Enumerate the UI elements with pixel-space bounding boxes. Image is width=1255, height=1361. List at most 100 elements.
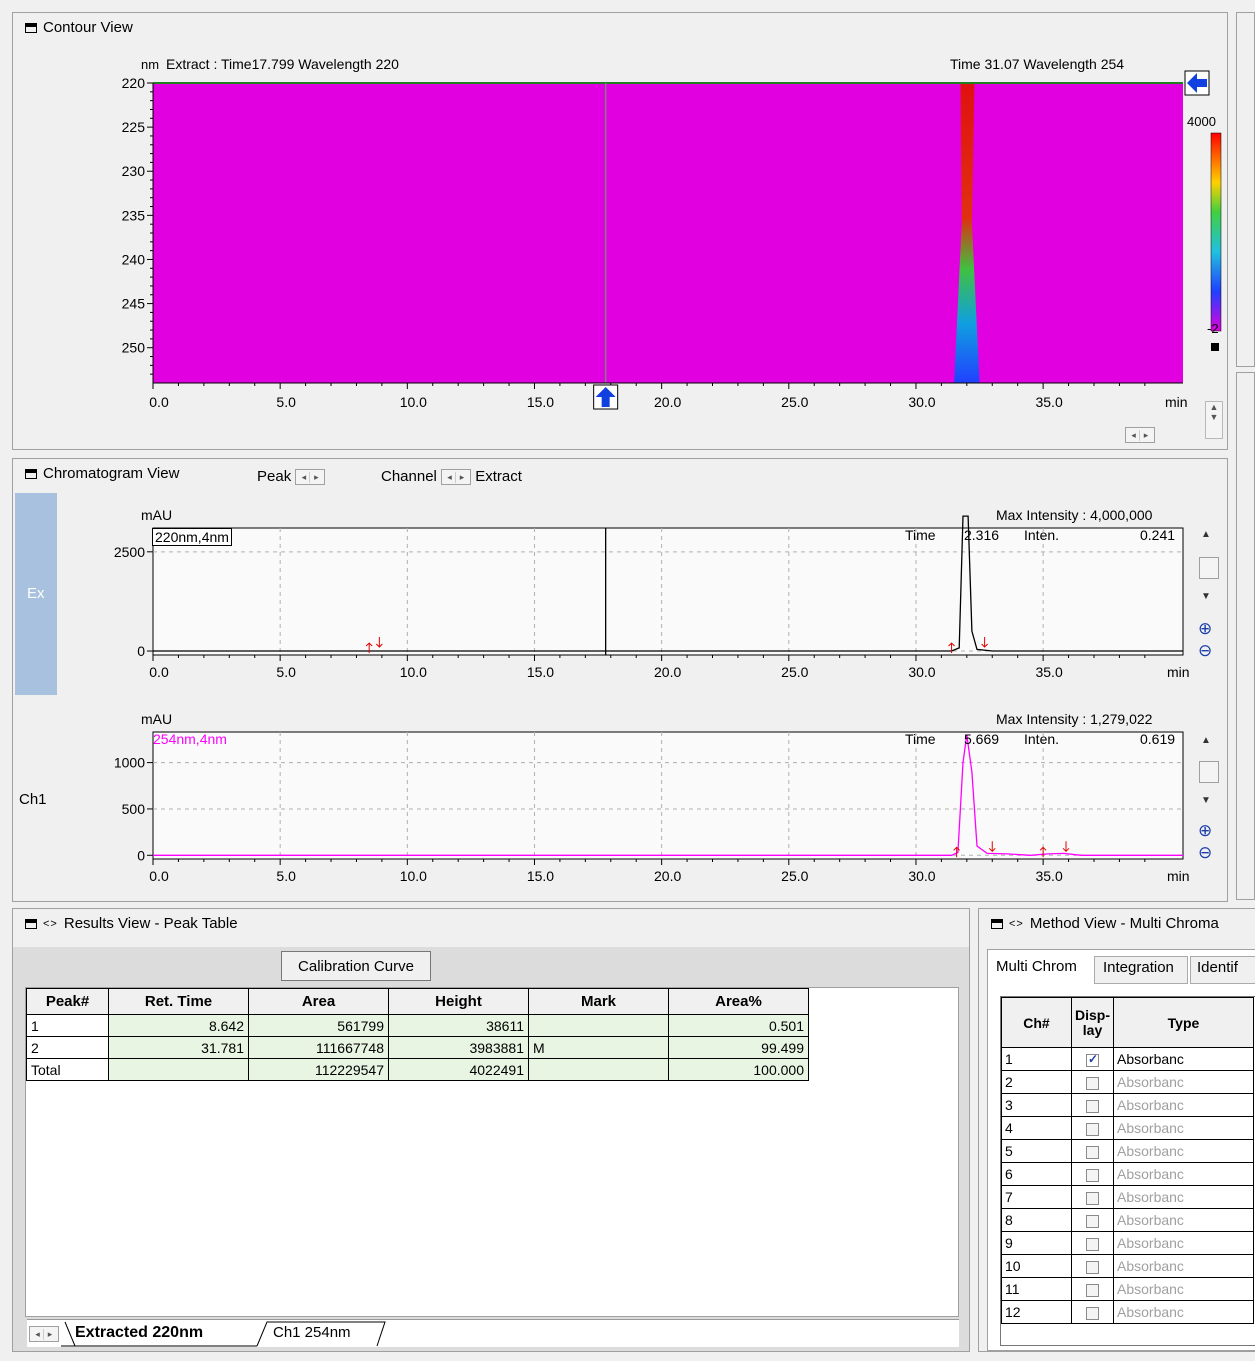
display-cell	[1071, 1047, 1114, 1071]
ch-cell: 8	[1001, 1208, 1072, 1232]
peak-cell	[108, 1058, 249, 1081]
display-checkbox[interactable]	[1086, 1214, 1099, 1228]
display-checkbox[interactable]	[1086, 1052, 1099, 1067]
window-icon[interactable]	[25, 22, 37, 33]
plot1-scroll-thumb[interactable]	[1199, 557, 1219, 579]
peak-spinner[interactable]: ◂ ▸	[295, 469, 326, 486]
calibration-curve-button[interactable]: Calibration Curve	[281, 951, 431, 981]
contour-view-panel: Contour View nm Extract : Time17.799 Wav…	[12, 12, 1228, 450]
display-cell	[1071, 1277, 1114, 1301]
tab-ch1-254nm[interactable]: Ch1 254nm	[273, 1324, 351, 1341]
display-checkbox[interactable]	[1086, 1260, 1099, 1274]
display-checkbox[interactable]	[1086, 1191, 1099, 1205]
nm-unit-label: nm	[141, 57, 160, 72]
tab-identif[interactable]: Identif	[1190, 956, 1255, 984]
tab-multi-chrom[interactable]: Multi Chrom	[996, 958, 1077, 975]
display-checkbox[interactable]	[1086, 1237, 1099, 1251]
display-checkbox[interactable]	[1086, 1283, 1099, 1297]
peak-col-header[interactable]: Area%	[668, 988, 809, 1015]
display-cell	[1071, 1093, 1114, 1117]
plot2-scroll-up[interactable]: ▲	[1201, 735, 1211, 746]
window-icon[interactable]	[991, 918, 1003, 929]
contour-field	[153, 83, 1183, 383]
channel-spinner[interactable]: ◂ ▸	[441, 469, 472, 486]
plot2-scroll-thumb[interactable]	[1199, 761, 1219, 783]
table-row[interactable]: 11 Absorbanc	[1001, 1277, 1254, 1301]
display-checkbox[interactable]	[1086, 1168, 1099, 1182]
table-row[interactable]: 10 Absorbanc	[1001, 1254, 1254, 1278]
table-row[interactable]: 2 Absorbanc	[1001, 1070, 1254, 1094]
expand-arrows-icon[interactable]: <>	[1009, 917, 1024, 930]
display-checkbox[interactable]	[1086, 1122, 1099, 1136]
plot1-x-tick-label: 35.0	[1035, 664, 1062, 680]
table-row[interactable]: 9 Absorbanc	[1001, 1231, 1254, 1255]
peak-col-header[interactable]: Ret. Time	[108, 988, 249, 1015]
plot1-scroll-up[interactable]: ▲	[1201, 529, 1211, 540]
col-ch[interactable]: Ch#	[1001, 997, 1072, 1048]
table-row[interactable]: Total 112229547 4022491 100.000	[26, 1058, 809, 1081]
ch-cell: 11	[1001, 1277, 1072, 1301]
peak-cell: Total	[26, 1058, 109, 1081]
table-row[interactable]: 7 Absorbanc	[1001, 1185, 1254, 1209]
plot1-zoom-out-icon[interactable]: ⊖	[1198, 641, 1213, 660]
peak-cell	[528, 1014, 669, 1037]
table-row[interactable]: 6 Absorbanc	[1001, 1162, 1254, 1186]
results-view-header: <> Results View - Peak Table	[25, 915, 238, 932]
extract-channel-selector[interactable]: Ex	[15, 493, 57, 695]
peak-cell: 0.501	[668, 1014, 809, 1037]
plot2-peak-end-marker	[1062, 841, 1070, 852]
tab-extracted-220nm[interactable]: Extracted 220nm	[75, 1324, 204, 1341]
tab-integration[interactable]: Integration	[1094, 956, 1188, 984]
expand-arrows-icon[interactable]: <>	[43, 917, 58, 930]
plot2-scroll-down[interactable]: ▼	[1201, 795, 1211, 806]
peak-col-header[interactable]: Mark	[528, 988, 669, 1015]
method-body: Multi Chrom Integration Identif Ch# Disp…	[987, 949, 1255, 1351]
display-checkbox[interactable]	[1086, 1145, 1099, 1159]
type-cell: Absorbanc	[1113, 1139, 1254, 1163]
col-display[interactable]: Disp- lay	[1071, 997, 1114, 1048]
table-row[interactable]: 1 8.642 561799 38611 0.501	[26, 1014, 809, 1037]
peak-cell: 111667748	[248, 1036, 389, 1059]
plot1-peak-end-marker	[981, 637, 988, 648]
ch1-label: Ch1	[19, 791, 47, 808]
peak-col-header[interactable]: Peak#	[26, 988, 109, 1015]
plot1-zoom-in-icon[interactable]: ⊕	[1198, 619, 1213, 638]
table-row[interactable]: 12 Absorbanc	[1001, 1300, 1254, 1324]
ch-cell: 1	[1001, 1047, 1072, 1071]
display-checkbox[interactable]	[1086, 1099, 1099, 1113]
peak-col-header[interactable]: Height	[388, 988, 529, 1015]
plot2-zoom-in-icon[interactable]: ⊕	[1198, 821, 1213, 840]
contour-y-tick-label: 245	[122, 296, 146, 312]
table-row[interactable]: 4 Absorbanc	[1001, 1116, 1254, 1140]
peak-col-header[interactable]: Area	[248, 988, 389, 1015]
display-checkbox[interactable]	[1086, 1306, 1099, 1320]
display-checkbox[interactable]	[1086, 1076, 1099, 1090]
window-icon[interactable]	[25, 918, 37, 929]
tab-scroll-spinner[interactable]: ◂ ▸	[29, 1326, 59, 1342]
multi-chrom-table-area: Ch# Disp- lay Type 1Absorbanc2Absorbanc3…	[1000, 996, 1255, 1346]
plot2-peak-end-marker	[988, 841, 996, 852]
contour-horizontal-spinner[interactable]: ◂ ▸	[1125, 427, 1155, 443]
plot2-unit: mAU	[141, 711, 173, 727]
display-cell	[1071, 1139, 1114, 1163]
colorbar-min-label: -2	[1207, 321, 1219, 336]
col-type[interactable]: Type	[1113, 997, 1254, 1048]
window-icon[interactable]	[25, 468, 37, 479]
method-view-title: Method View - Multi Chroma	[1029, 915, 1219, 932]
type-cell: Absorbanc	[1113, 1116, 1254, 1140]
plot2-zoom-out-icon[interactable]: ⊖	[1198, 843, 1213, 862]
table-row[interactable]: 1 Absorbanc	[1001, 1047, 1254, 1071]
contour-plot[interactable]: 220 225 230 235 240 245 250 0.0 5.0 10.0 15.0 20.0 2…	[13, 13, 1227, 449]
plot1-scroll-down[interactable]: ▼	[1201, 591, 1211, 602]
peak-cell: 561799	[248, 1014, 389, 1037]
plot1-x-tick-label: 30.0	[908, 664, 935, 680]
plot1-inten-value: 0.241	[1140, 527, 1176, 543]
contour-vertical-spinner[interactable]: ▲ ▼	[1205, 401, 1223, 439]
table-row[interactable]: 3 Absorbanc	[1001, 1093, 1254, 1117]
table-row[interactable]: 2 31.781 111667748 3983881 M 99.499	[26, 1036, 809, 1059]
method-view-panel: <> Method View - Multi Chroma Multi Chro…	[978, 908, 1255, 1352]
table-row[interactable]: 8 Absorbanc	[1001, 1208, 1254, 1232]
contour-y-tick-label: 220	[122, 75, 146, 91]
table-row[interactable]: 5 Absorbanc	[1001, 1139, 1254, 1163]
